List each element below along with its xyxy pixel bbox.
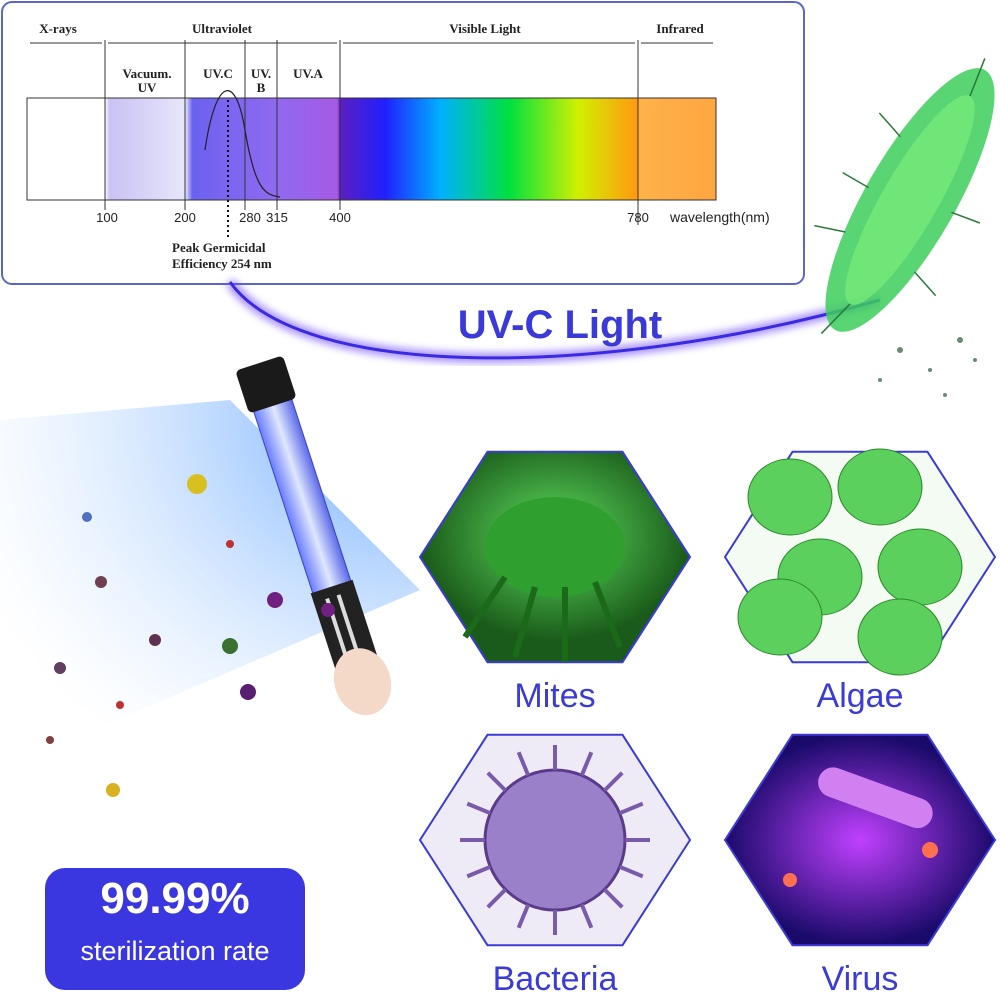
lamp [236, 356, 392, 716]
decor-circle [106, 783, 120, 797]
virus-glow [922, 842, 938, 858]
decor-circle [187, 474, 207, 494]
band-label: Vacuum. [122, 66, 171, 81]
decor-circle [240, 684, 256, 700]
decor-g: X-rays Ultraviolet Visible Light Infrared Va… [30, 21, 770, 271]
algae-cell [877, 528, 963, 606]
headline: UV-C Light [458, 303, 662, 347]
peak-note: Efficiency 254 nm [172, 256, 272, 271]
bacteria-spike [618, 864, 644, 879]
bacterium [814, 58, 995, 335]
band-label: B [257, 80, 266, 95]
bacteria-spike [618, 801, 644, 816]
region-label: Infrared [656, 21, 704, 36]
bacteria-spike [466, 801, 492, 816]
decor-circle [54, 662, 66, 674]
bacteria-spike [466, 864, 492, 879]
target-label: Mites [514, 677, 595, 715]
decor-circle [149, 634, 161, 646]
wavelength-label: 100 [96, 210, 118, 225]
bacteria-spike [603, 771, 624, 792]
decor-circle [957, 337, 963, 343]
decor-circle [928, 368, 932, 372]
decor-circle [95, 576, 107, 588]
algae-cell [837, 448, 923, 526]
virus-rod [818, 767, 933, 829]
wavelength-label: 280 [239, 210, 261, 225]
target-label: Virus [822, 960, 899, 998]
decor-path [814, 58, 986, 335]
decor-g [104, 40, 639, 225]
algae-cell [737, 578, 823, 656]
region-label: Visible Light [449, 21, 521, 36]
decor-circle [321, 603, 335, 617]
target-hexagon [723, 733, 997, 947]
bacteria-spike [486, 771, 507, 792]
decor-circle [46, 736, 54, 744]
algae-cell [747, 458, 833, 536]
decor-circle [82, 512, 92, 522]
mite-body [485, 497, 625, 597]
wavelength-label: 400 [329, 210, 351, 225]
decor-circle [222, 638, 238, 654]
axis-label: wavelength(nm) [669, 209, 770, 225]
decor-g: Mites Algae Bacteria Virus [418, 448, 997, 998]
stat-badge [45, 868, 305, 990]
virus-glow [783, 873, 797, 887]
mite-legs [462, 575, 623, 662]
bacteria-spike [603, 888, 624, 909]
bacteria-spike [579, 751, 594, 777]
bacteria-body [483, 768, 627, 912]
algae-cell [857, 598, 943, 676]
target-label: Algae [817, 677, 904, 715]
light-cone [0, 400, 420, 770]
bacteria-spike [486, 888, 507, 909]
spectrum-bar [26, 97, 717, 201]
decor-circle [973, 358, 977, 362]
decor-circle [943, 393, 947, 397]
decor-circle [267, 592, 283, 608]
decor-circle [226, 540, 234, 548]
wavelength-label: 200 [174, 210, 196, 225]
band-label: UV.A [293, 66, 323, 81]
target-label: Bacteria [493, 960, 618, 998]
region-label: Ultraviolet [192, 21, 253, 36]
beam [228, 281, 881, 360]
bacteria-spike [516, 903, 531, 929]
band-label: UV.C [203, 66, 233, 81]
bacteria-spike [516, 751, 531, 777]
decor-rect [336, 594, 359, 653]
band-label: UV. [251, 66, 271, 81]
decor-circle [897, 347, 903, 353]
wavelength-label: 315 [266, 210, 288, 225]
band-label: UV [138, 80, 157, 95]
germicidal-curve [204, 90, 281, 198]
stat-value: 99.99% [100, 874, 249, 923]
stat-label: sterilization rate [80, 936, 269, 966]
wavelength-label: 780 [627, 210, 649, 225]
decor-rect [236, 356, 296, 413]
bacteria-spike [579, 903, 594, 929]
decor-ellipse [333, 648, 392, 716]
spores [878, 337, 977, 397]
decor-ellipse [845, 95, 975, 305]
region-label: X-rays [39, 21, 77, 36]
peak-note: Peak Germicidal [172, 240, 266, 255]
decor-circle [116, 701, 124, 709]
decor-circle [878, 378, 882, 382]
particles [46, 474, 335, 797]
